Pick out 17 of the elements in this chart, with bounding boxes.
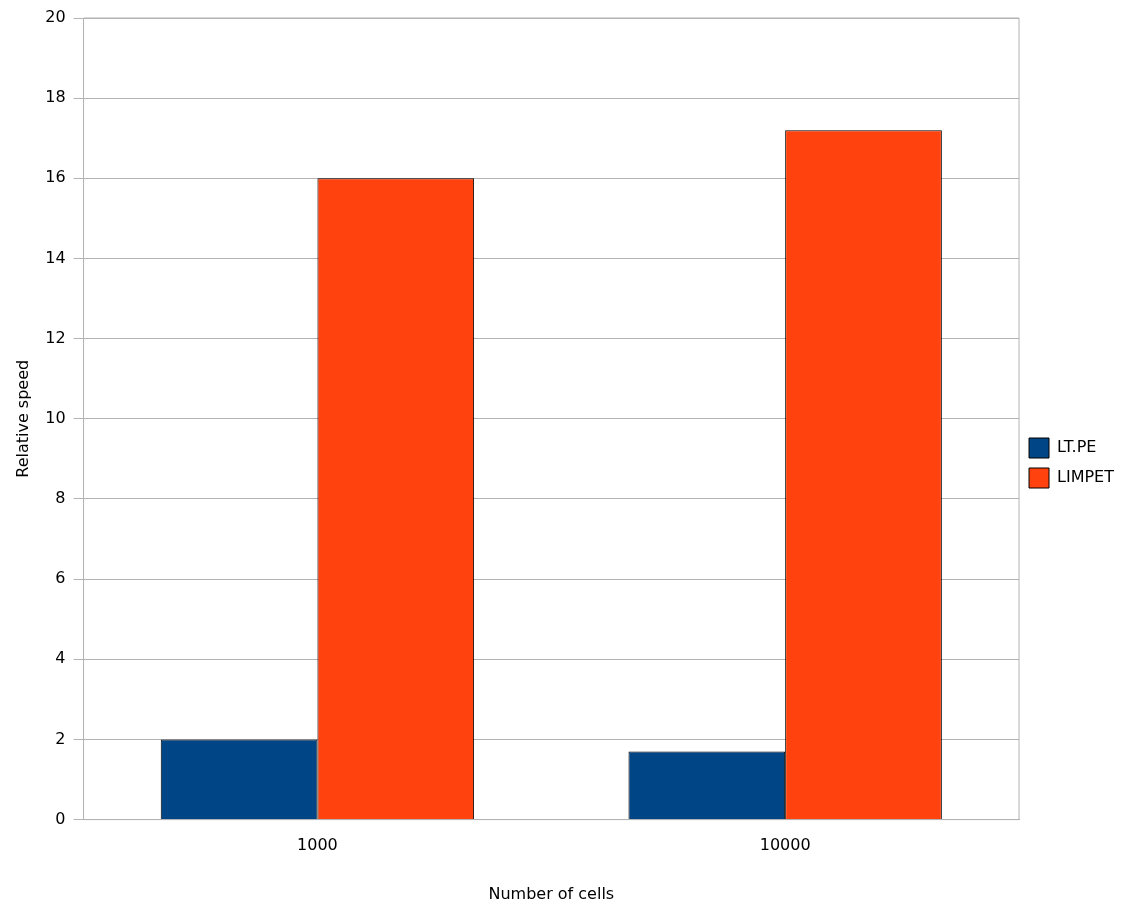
- y-tick-label: 8: [55, 488, 66, 508]
- y-tick-label: 18: [45, 87, 66, 107]
- y-tick-label: 0: [55, 808, 66, 828]
- y-tick-label: 14: [45, 247, 66, 267]
- y-tick-label: 2: [55, 728, 66, 748]
- y-tick-label: 6: [55, 568, 66, 588]
- y-tick-label: 4: [55, 648, 66, 668]
- x-tick-label: 10000: [759, 835, 811, 855]
- y-tick-label: 16: [45, 167, 66, 187]
- x-axis-title: Number of cells: [488, 883, 615, 903]
- legend-label: LIMPET: [1057, 467, 1115, 487]
- x-tick-label: 1000: [297, 835, 338, 855]
- y-axis-title: Relative speed: [12, 359, 32, 478]
- y-tick-label: 10: [45, 407, 66, 427]
- y-tick-label: 12: [45, 327, 66, 347]
- y-tick-label: 20: [45, 7, 66, 27]
- legend-label: LT.PE: [1057, 437, 1097, 457]
